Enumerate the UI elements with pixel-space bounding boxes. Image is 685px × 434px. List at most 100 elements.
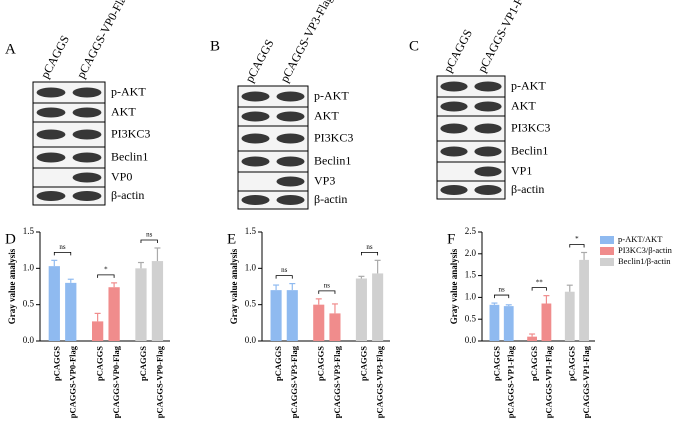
x-tick-label: pCAGGS — [51, 346, 61, 381]
y-tick-label: 0.5 — [245, 299, 257, 309]
panel-letter: C — [409, 38, 419, 54]
band-label: VP1 — [511, 163, 532, 177]
band-label: Beclin1 — [314, 153, 351, 167]
y-tick-label: 1.5 — [23, 226, 35, 236]
sig-label: ns — [59, 243, 66, 251]
x-tick-label: pCAGGS-VP1-Flag — [581, 345, 591, 418]
bar — [151, 261, 164, 341]
sig-bracket — [361, 251, 379, 256]
bar — [564, 291, 575, 341]
lane-label: pCAGGS — [441, 27, 475, 75]
lane-label: pCAGGS-VP0-Flag — [74, 0, 132, 81]
panel-letter: D — [5, 231, 16, 247]
sig-bracket — [569, 244, 585, 248]
bar — [108, 287, 120, 341]
sig-bracket — [97, 274, 115, 278]
x-tick-label: pCAGGS-VP3-Flag — [289, 345, 299, 418]
band — [474, 123, 502, 134]
legend-swatch — [600, 247, 614, 255]
x-tick-label: pCAGGS-VP0-Flag — [68, 345, 78, 418]
bar — [372, 273, 384, 341]
band — [72, 107, 102, 118]
band-label: β-actin — [511, 182, 544, 196]
band-label: Beclin1 — [111, 149, 148, 163]
legend-swatch — [600, 258, 614, 266]
x-tick-label: pCAGGS-VP0-Flag — [111, 345, 121, 418]
band — [474, 166, 502, 177]
sig-label: ** — [536, 278, 544, 286]
sig-label: ns — [498, 286, 505, 294]
sig-label: ns — [146, 231, 153, 239]
y-tick-label: 0.0 — [23, 335, 35, 345]
band — [72, 87, 102, 98]
bar — [65, 282, 77, 341]
x-tick-label: pCAGGS-VP1-Flag — [506, 345, 516, 418]
lane-label: pCAGGS-VP1-Flag — [475, 0, 533, 75]
y-tick-label: 2.0 — [465, 248, 477, 258]
x-tick-label: pCAGGS — [316, 346, 326, 381]
bar — [541, 303, 552, 341]
lane-label: pCAGGS-VP3-Flag — [277, 0, 335, 85]
x-tick-label: pCAGGS — [529, 346, 539, 381]
band — [474, 185, 502, 195]
band — [276, 195, 305, 205]
legend-label: p-AKT/AKT — [618, 234, 663, 244]
x-tick-label: pCAGGS — [95, 346, 105, 381]
band — [72, 152, 102, 163]
sig-label: * — [575, 235, 579, 243]
band-label: VP3 — [314, 173, 335, 187]
bar — [48, 266, 60, 341]
x-tick-label: pCAGGS-VP3-Flag — [332, 345, 342, 418]
band — [440, 146, 468, 157]
panel-letter: F — [447, 231, 455, 247]
x-tick-label: pCAGGS-VP0-Flag — [154, 345, 164, 418]
y-axis-label: Gray value analysis — [7, 248, 17, 324]
sig-bracket — [275, 275, 293, 279]
band-label: β-actin — [314, 192, 347, 206]
band — [36, 107, 66, 118]
band — [474, 101, 502, 112]
band — [241, 195, 270, 205]
band-label: PI3KC3 — [511, 120, 550, 134]
bar — [527, 336, 537, 341]
bar — [92, 321, 104, 341]
y-axis-label: Gray value analysis — [449, 248, 459, 324]
x-tick-label: pCAGGS — [567, 346, 577, 381]
band — [72, 129, 102, 140]
band — [276, 176, 305, 187]
band — [36, 191, 66, 201]
bar — [355, 278, 367, 341]
band-label: AKT — [511, 98, 536, 112]
band — [474, 81, 502, 92]
band-label: VP0 — [111, 169, 132, 183]
x-tick-label: pCAGGS — [491, 346, 501, 381]
bar — [503, 306, 514, 341]
x-tick-label: pCAGGS — [138, 346, 148, 381]
legend-label: Beclin1/β-actin — [618, 256, 671, 266]
band-label: PI3KC3 — [111, 126, 150, 140]
bar — [313, 304, 325, 341]
y-tick-label: 0.0 — [465, 335, 477, 345]
band — [440, 81, 468, 92]
bar — [135, 268, 147, 341]
y-tick-label: 1.0 — [465, 291, 477, 301]
sig-bracket — [53, 251, 72, 256]
band — [72, 191, 102, 201]
band — [474, 146, 502, 157]
bar — [579, 259, 589, 341]
band — [241, 133, 270, 144]
legend-swatch — [600, 236, 614, 244]
band-label: β-actin — [111, 188, 144, 202]
panel-letter: B — [210, 38, 220, 54]
y-tick-label: 1.5 — [465, 270, 477, 280]
sig-bracket — [140, 239, 158, 243]
band — [440, 101, 468, 112]
band-label: PI3KC3 — [314, 130, 353, 144]
band — [36, 152, 66, 163]
band — [36, 87, 66, 98]
band — [241, 156, 270, 167]
bar — [270, 290, 282, 341]
y-tick-label: 2.5 — [465, 226, 477, 236]
y-tick-label: 0.5 — [465, 313, 477, 323]
